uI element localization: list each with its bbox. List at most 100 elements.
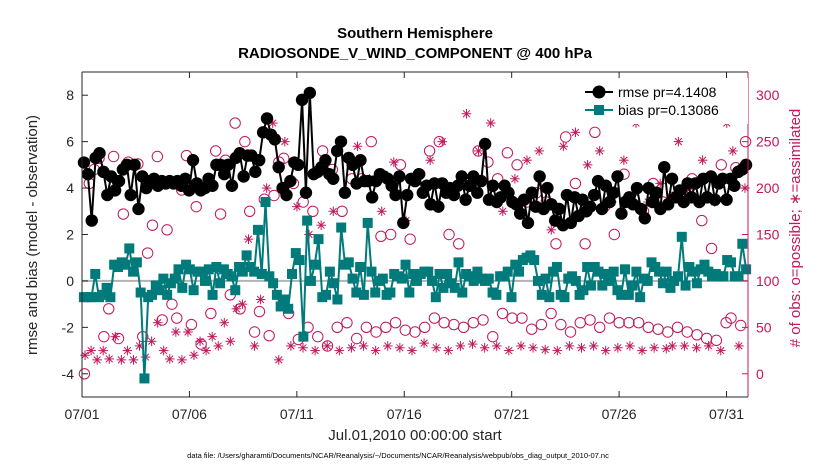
possible-obs-point bbox=[307, 205, 319, 217]
possible-obs-point bbox=[710, 334, 723, 347]
asterisk-stroke bbox=[129, 356, 138, 364]
possible-obs-point bbox=[579, 238, 591, 250]
bias-point bbox=[90, 268, 101, 279]
assimilated-obs-point bbox=[461, 108, 472, 119]
possible-obs-point bbox=[171, 312, 183, 324]
asterisk-stroke bbox=[717, 346, 725, 355]
x-tick-label: 07/21 bbox=[494, 406, 529, 422]
bias-point bbox=[321, 289, 332, 300]
assimilated-obs-point bbox=[697, 155, 708, 166]
assimilated-obs-point bbox=[625, 341, 635, 351]
possible-obs-point bbox=[268, 189, 280, 202]
x-tick-label: 07/16 bbox=[387, 406, 422, 422]
bias-point bbox=[313, 234, 324, 245]
bias-point bbox=[623, 289, 634, 300]
bias-point bbox=[453, 257, 464, 268]
asterisk-stroke bbox=[432, 344, 440, 352]
asterisk-stroke bbox=[602, 346, 610, 355]
asterisk-stroke bbox=[468, 340, 477, 348]
rmse-point bbox=[521, 216, 535, 230]
asterisk-stroke bbox=[735, 342, 743, 350]
assimilated-obs-point bbox=[201, 345, 211, 356]
rmse-point bbox=[475, 174, 488, 188]
asterisk-stroke bbox=[396, 344, 404, 352]
possible-obs-point bbox=[525, 323, 538, 335]
assimilated-obs-point bbox=[231, 303, 242, 314]
asterisk-stroke bbox=[541, 345, 549, 354]
possible-obs-point bbox=[239, 135, 251, 148]
bias-point bbox=[672, 271, 683, 282]
asterisk-stroke bbox=[81, 351, 89, 359]
asterisk-stroke bbox=[99, 346, 107, 355]
series-layer bbox=[77, 86, 753, 384]
bias-point bbox=[585, 280, 596, 291]
bias-point bbox=[105, 292, 116, 303]
asterisk-stroke bbox=[117, 356, 126, 364]
rmse-point bbox=[401, 188, 414, 202]
possible-obs-point bbox=[151, 150, 164, 163]
possible-obs-point bbox=[278, 152, 290, 165]
asterisk-stroke bbox=[680, 342, 689, 350]
assimilated-obs-point bbox=[497, 206, 508, 217]
possible-obs-point bbox=[662, 326, 674, 338]
assimilated-obs-point bbox=[164, 354, 175, 364]
possible-obs-point bbox=[705, 242, 718, 255]
assimilated-obs-point bbox=[334, 345, 345, 356]
bias-point bbox=[362, 217, 373, 228]
y2-tick-label: 150 bbox=[756, 227, 780, 243]
asterisk-stroke bbox=[196, 337, 204, 345]
bias-point bbox=[688, 266, 699, 277]
rmse-point bbox=[638, 212, 651, 225]
asterisk-stroke bbox=[269, 119, 277, 127]
rmse-point bbox=[85, 214, 98, 227]
bias-point bbox=[283, 303, 294, 314]
bias-point bbox=[725, 257, 736, 268]
rmse-point bbox=[93, 147, 106, 160]
possible-obs-point bbox=[564, 326, 577, 338]
y-tick-label: 6 bbox=[66, 134, 74, 150]
assimilated-obs-point bbox=[673, 136, 684, 147]
rmse-point bbox=[338, 186, 352, 199]
rmse-point bbox=[365, 191, 379, 204]
rmse-point bbox=[389, 188, 402, 202]
data-file-footnote: data file: /Users/gharamti/Documents/NCA… bbox=[187, 451, 609, 460]
rmse-point bbox=[217, 167, 231, 181]
possible-obs-point bbox=[511, 159, 523, 171]
rmse-point bbox=[179, 172, 192, 185]
asterisk-stroke bbox=[184, 328, 192, 336]
asterisk-stroke bbox=[565, 342, 574, 350]
possible-obs-point bbox=[423, 145, 436, 157]
bias-point bbox=[699, 259, 710, 270]
y-axis-label: rmse and bias (model - observation) bbox=[24, 115, 41, 355]
rmse-point bbox=[459, 193, 472, 206]
asterisk-stroke bbox=[160, 346, 168, 355]
assimilated-obs-point bbox=[661, 343, 672, 354]
bias-point bbox=[271, 289, 282, 300]
bias-point bbox=[544, 292, 555, 303]
rmse-point bbox=[303, 86, 317, 100]
possible-obs-point bbox=[78, 368, 91, 380]
asterisk-stroke bbox=[147, 337, 156, 345]
possible-obs-point bbox=[156, 314, 168, 326]
asterisk-stroke bbox=[202, 346, 210, 355]
x-tick-label: 07/01 bbox=[64, 406, 99, 422]
bias-point bbox=[294, 255, 305, 266]
rmse-point bbox=[132, 202, 145, 216]
assimilated-obs-point bbox=[225, 336, 236, 347]
assimilated-obs-point bbox=[280, 136, 290, 147]
assimilated-obs-point bbox=[528, 342, 538, 353]
asterisk-stroke bbox=[377, 207, 386, 215]
legend-box bbox=[580, 78, 748, 124]
rmse-point bbox=[112, 174, 126, 188]
asterisk-stroke bbox=[408, 346, 416, 355]
bias-point bbox=[570, 275, 581, 286]
asterisk-stroke bbox=[456, 342, 465, 350]
assimilated-obs-point bbox=[594, 146, 605, 156]
bias-point bbox=[264, 271, 275, 282]
bias-point bbox=[502, 266, 513, 277]
rmse-point bbox=[128, 158, 141, 172]
asterisk-stroke bbox=[256, 295, 265, 304]
possible-obs-point bbox=[370, 326, 382, 338]
y-tick-label: -4 bbox=[62, 366, 75, 382]
asterisk-stroke bbox=[505, 346, 513, 355]
